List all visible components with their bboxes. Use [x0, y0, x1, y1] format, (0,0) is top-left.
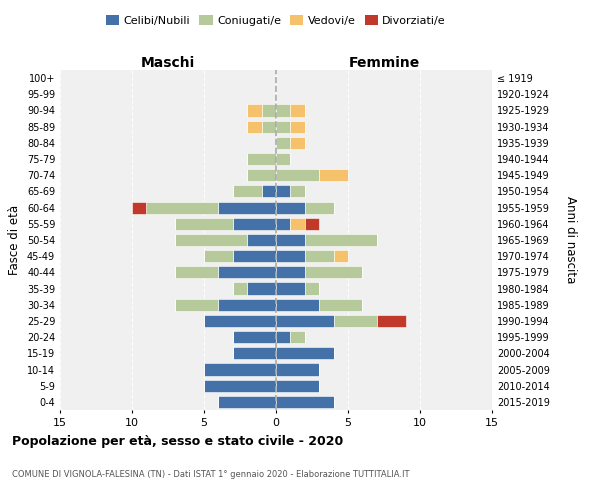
Bar [204, 315, 276, 327]
Bar [146, 202, 218, 213]
Bar [276, 186, 290, 198]
Bar [247, 120, 262, 132]
Bar [305, 250, 334, 262]
Bar [334, 315, 377, 327]
Bar [319, 169, 348, 181]
Legend: Celibi/Nubili, Coniugati/e, Vedovi/e, Divorziati/e: Celibi/Nubili, Coniugati/e, Vedovi/e, Di… [101, 10, 451, 30]
Bar [276, 348, 334, 360]
Bar [175, 218, 233, 230]
Bar [319, 298, 362, 311]
Bar [305, 266, 362, 278]
Y-axis label: Anni di nascita: Anni di nascita [563, 196, 577, 284]
Bar [276, 250, 305, 262]
Bar [218, 266, 276, 278]
Bar [262, 120, 276, 132]
Bar [233, 348, 276, 360]
Bar [377, 315, 406, 327]
Bar [233, 186, 262, 198]
Bar [218, 202, 276, 213]
Bar [233, 331, 276, 343]
Bar [276, 137, 290, 149]
Bar [276, 298, 319, 311]
Bar [132, 202, 146, 213]
Bar [262, 186, 276, 198]
Bar [290, 186, 305, 198]
Bar [290, 137, 305, 149]
Bar [204, 380, 276, 392]
Bar [276, 396, 334, 408]
Bar [247, 104, 262, 117]
Bar [247, 153, 276, 165]
Bar [290, 104, 305, 117]
Bar [218, 396, 276, 408]
Bar [175, 266, 218, 278]
Bar [276, 104, 290, 117]
Text: Femmine: Femmine [349, 56, 419, 70]
Bar [276, 153, 290, 165]
Bar [276, 169, 319, 181]
Bar [233, 218, 276, 230]
Bar [262, 104, 276, 117]
Bar [175, 298, 218, 311]
Bar [276, 282, 305, 294]
Bar [290, 331, 305, 343]
Bar [276, 120, 290, 132]
Bar [233, 250, 276, 262]
Bar [218, 298, 276, 311]
Bar [276, 266, 305, 278]
Bar [290, 120, 305, 132]
Text: Maschi: Maschi [141, 56, 195, 70]
Y-axis label: Fasce di età: Fasce di età [8, 205, 21, 275]
Bar [276, 234, 305, 246]
Bar [305, 202, 334, 213]
Bar [276, 315, 334, 327]
Bar [247, 169, 276, 181]
Bar [247, 234, 276, 246]
Bar [334, 250, 348, 262]
Bar [305, 218, 319, 230]
Bar [204, 250, 233, 262]
Bar [233, 282, 247, 294]
Bar [305, 234, 377, 246]
Bar [305, 282, 319, 294]
Text: COMUNE DI VIGNOLA-FALESINA (TN) - Dati ISTAT 1° gennaio 2020 - Elaborazione TUTT: COMUNE DI VIGNOLA-FALESINA (TN) - Dati I… [12, 470, 409, 479]
Bar [290, 218, 305, 230]
Bar [276, 218, 290, 230]
Bar [204, 364, 276, 376]
Bar [276, 364, 319, 376]
Bar [276, 380, 319, 392]
Bar [276, 202, 305, 213]
Bar [175, 234, 247, 246]
Bar [247, 282, 276, 294]
Bar [276, 331, 290, 343]
Text: Popolazione per età, sesso e stato civile - 2020: Popolazione per età, sesso e stato civil… [12, 435, 343, 448]
